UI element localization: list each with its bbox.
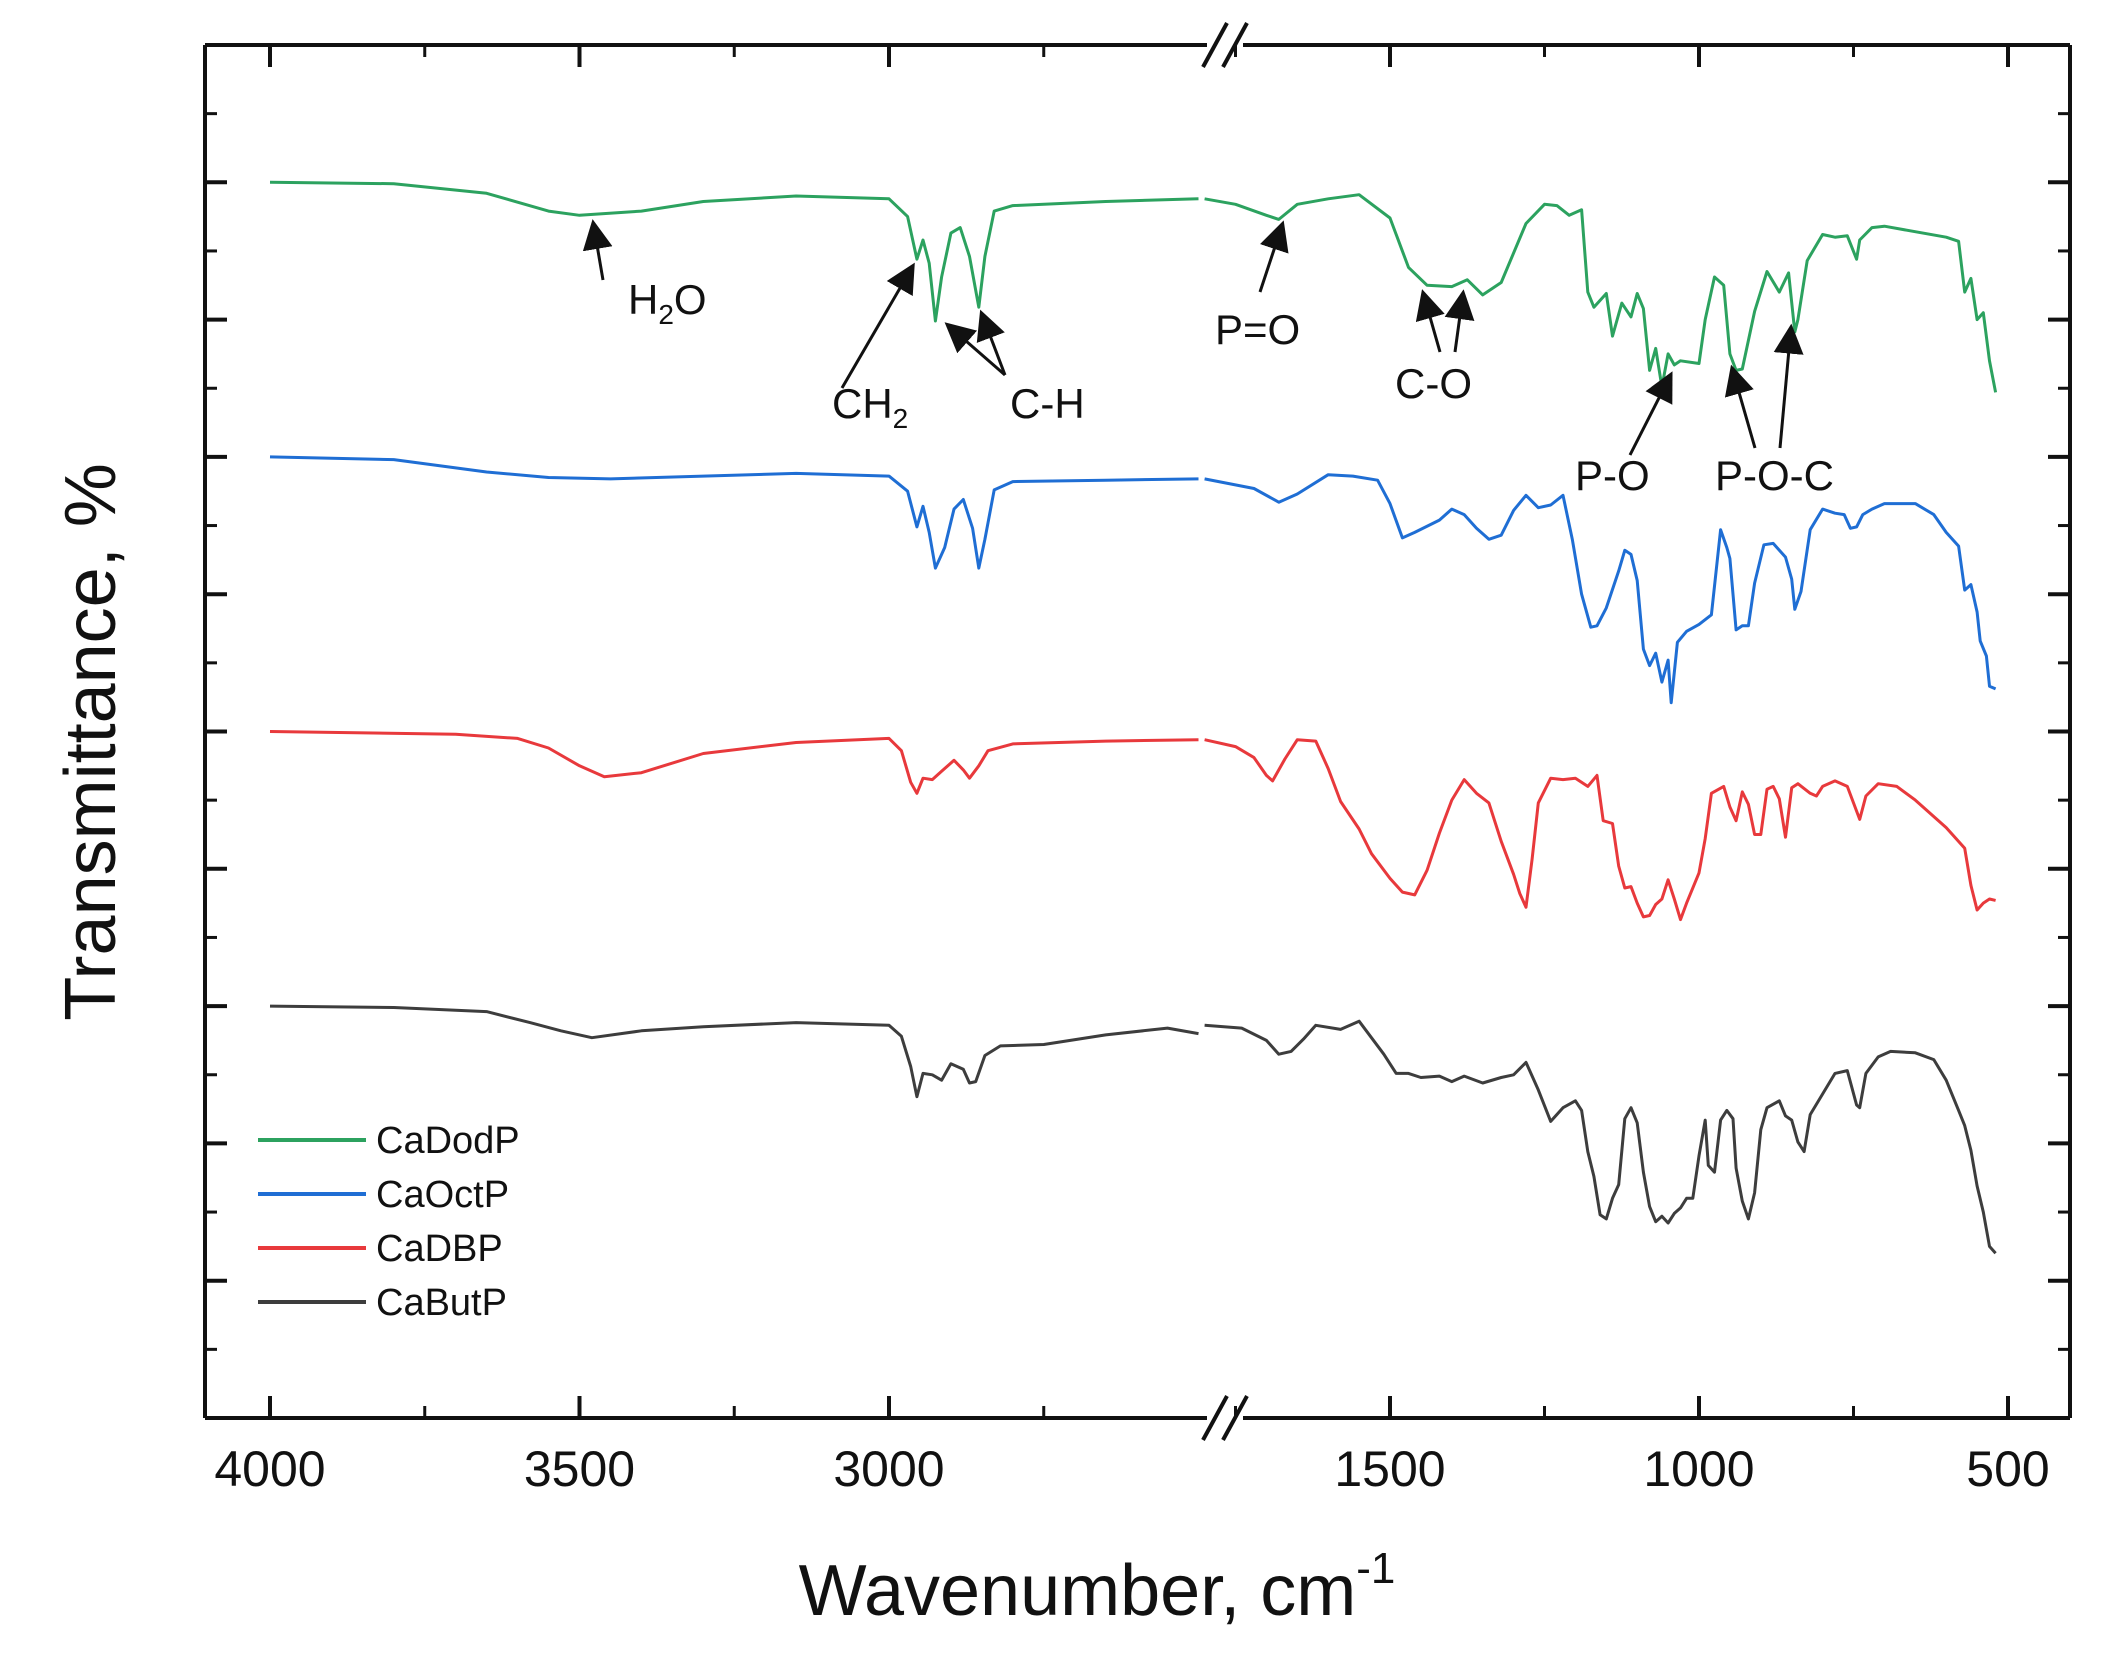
y-axis-title: Transmittance, % <box>51 463 131 1021</box>
axis-break-mark <box>1201 1395 1229 1441</box>
annotation-arrow <box>1415 289 1445 353</box>
x-tick-label: 4000 <box>214 1441 325 1497</box>
plot-frame <box>203 22 2072 1441</box>
legend: CaDodP CaOctP CaDBP CaButP <box>258 1120 520 1324</box>
x-tick-label: 1000 <box>1643 1441 1754 1497</box>
series-line-caoctp-right <box>1204 473 1997 705</box>
annotation-c-o: C-O <box>1395 289 1475 407</box>
annotation-p=o: P=O <box>1215 220 1300 353</box>
spectra-series <box>269 180 1998 1255</box>
axis-labels: Wavenumber, cm-1 Transmittance, % <box>51 463 1395 1631</box>
annotation-ch2: CH2 <box>832 262 915 434</box>
annotation-h2o: H2O <box>582 219 707 330</box>
x-tick-label: 500 <box>1966 1441 2049 1497</box>
series-line-cabutp-right <box>1204 1019 1997 1255</box>
series-line-cadbp-left <box>269 730 1199 795</box>
annotation-p-o-c: P-O-C <box>1715 323 1834 499</box>
legend-label: CaButP <box>376 1282 507 1324</box>
annotation-arrow <box>976 309 1007 376</box>
annotation-arrow <box>840 262 915 389</box>
annotation-arrow <box>1628 371 1673 456</box>
annotation-label: P-O <box>1575 452 1650 499</box>
annotation-c-h: C-H <box>944 309 1085 427</box>
annotation-arrow <box>582 219 613 281</box>
x-tick-label: 1500 <box>1334 1441 1445 1497</box>
annotation-label: C-O <box>1395 360 1472 407</box>
annotation-arrow <box>1258 220 1289 293</box>
annotation-arrow <box>944 322 1006 377</box>
x-tick-label: 3500 <box>524 1441 635 1497</box>
legend-entry-cadbp: CaDBP <box>258 1228 503 1270</box>
annotation-label: C-H <box>1010 380 1085 427</box>
x-axis-title: Wavenumber, cm-1 <box>799 1544 1396 1631</box>
annotation-label: P-O-C <box>1715 452 1834 499</box>
legend-label: CaDodP <box>376 1120 520 1162</box>
x-tick-label: 3000 <box>833 1441 944 1497</box>
annotation-arrow <box>1724 364 1757 449</box>
series-line-caoctp-left <box>269 455 1199 570</box>
annotation-label: H2O <box>628 276 707 330</box>
legend-entry-cabutp: CaButP <box>258 1282 507 1324</box>
series-line-cadbp-right <box>1204 738 1996 922</box>
peak-annotations: H2O CH2 C-H P=O C-O P-O P-O-C <box>582 219 1834 499</box>
legend-label: CaDBP <box>376 1228 503 1270</box>
axis-ticks: 4000 3500 3000 1500 1000 500 <box>205 43 2070 1497</box>
annotation-arrow <box>1444 289 1475 353</box>
series-line-cabutp-left <box>269 1004 1199 1099</box>
legend-entry-cadodp: CaDodP <box>258 1120 520 1162</box>
annotation-label: P=O <box>1215 306 1300 353</box>
legend-label: CaOctP <box>376 1174 509 1216</box>
legend-entry-caoctp: CaOctP <box>258 1174 509 1216</box>
annotation-p-o: P-O <box>1575 371 1673 499</box>
annotation-arrow <box>1773 323 1804 449</box>
series-line-cadodp-left <box>269 180 1199 323</box>
axis-break-mark <box>1201 22 1229 68</box>
series-line-cadodp-right <box>1204 193 1998 393</box>
